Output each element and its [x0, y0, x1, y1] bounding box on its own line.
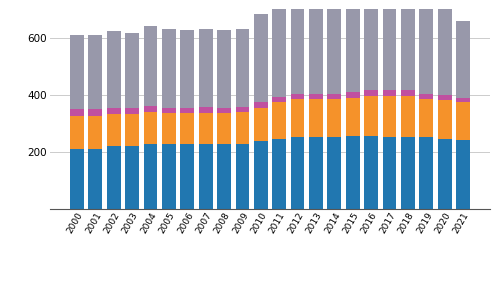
Bar [290, 99, 304, 136]
Bar [328, 99, 342, 136]
Bar [438, 0, 452, 95]
Bar [162, 29, 175, 108]
Bar [107, 107, 120, 114]
Bar [364, 0, 378, 90]
Bar [401, 90, 415, 96]
Bar [107, 146, 120, 209]
Bar [88, 109, 102, 116]
Bar [438, 95, 452, 100]
Bar [364, 90, 378, 96]
Bar [254, 141, 268, 209]
Bar [144, 112, 158, 144]
Bar [254, 107, 268, 141]
Bar [272, 97, 286, 102]
Bar [328, 0, 342, 94]
Bar [456, 102, 470, 140]
Bar [236, 107, 250, 112]
Bar [125, 33, 139, 107]
Bar [328, 136, 342, 209]
Bar [125, 114, 139, 146]
Bar [107, 114, 120, 146]
Bar [456, 140, 470, 209]
Bar [198, 107, 212, 113]
Bar [125, 146, 139, 209]
Bar [198, 29, 212, 107]
Bar [290, 136, 304, 209]
Bar [254, 14, 268, 103]
Bar [125, 107, 139, 114]
Bar [401, 96, 415, 136]
Bar [198, 144, 212, 209]
Bar [309, 0, 323, 94]
Bar [162, 113, 175, 144]
Bar [309, 136, 323, 209]
Bar [162, 108, 175, 113]
Bar [382, 136, 396, 209]
Bar [144, 26, 158, 106]
Bar [70, 109, 84, 116]
Bar [401, 136, 415, 209]
Bar [272, 3, 286, 97]
Bar [420, 99, 433, 137]
Bar [382, 96, 396, 136]
Bar [236, 112, 250, 144]
Bar [198, 113, 212, 144]
Bar [456, 21, 470, 98]
Bar [70, 149, 84, 209]
Bar [236, 29, 250, 107]
Bar [420, 137, 433, 209]
Bar [438, 100, 452, 139]
Bar [272, 139, 286, 209]
Bar [309, 99, 323, 136]
Bar [236, 144, 250, 209]
Bar [346, 136, 360, 209]
Bar [144, 144, 158, 209]
Bar [217, 108, 231, 113]
Bar [88, 116, 102, 149]
Bar [144, 106, 158, 112]
Bar [346, 0, 360, 92]
Bar [290, 94, 304, 99]
Bar [438, 139, 452, 209]
Bar [346, 92, 360, 98]
Bar [180, 144, 194, 209]
Bar [420, 0, 433, 94]
Bar [217, 144, 231, 209]
Bar [382, 0, 396, 90]
Bar [88, 35, 102, 109]
Bar [364, 136, 378, 209]
Bar [401, 0, 415, 90]
Bar [217, 30, 231, 108]
Bar [328, 94, 342, 99]
Bar [107, 31, 120, 107]
Bar [254, 103, 268, 107]
Bar [290, 0, 304, 94]
Bar [309, 94, 323, 99]
Bar [180, 113, 194, 144]
Bar [217, 113, 231, 144]
Bar [346, 98, 360, 136]
Bar [162, 144, 175, 209]
Bar [272, 102, 286, 139]
Bar [420, 94, 433, 99]
Bar [364, 96, 378, 136]
Bar [382, 90, 396, 96]
Bar [180, 108, 194, 113]
Bar [88, 149, 102, 209]
Bar [456, 98, 470, 102]
Bar [70, 35, 84, 109]
Bar [70, 116, 84, 149]
Bar [180, 30, 194, 108]
